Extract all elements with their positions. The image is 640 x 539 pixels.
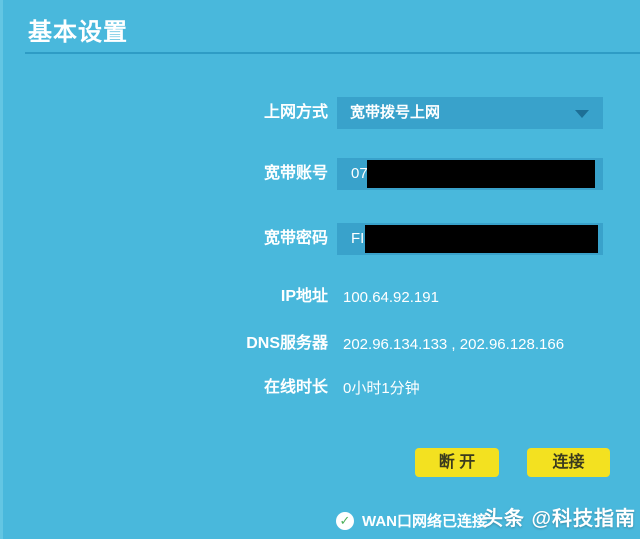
label-dns-server: DNS服务器 — [246, 335, 328, 352]
watermark-text: 头条 @科技指南 — [482, 508, 636, 530]
label-online-duration: 在线时长 — [263, 379, 328, 396]
redaction-bar — [365, 225, 598, 253]
broadband-account-value: 07 — [351, 165, 368, 182]
label-internet-access-mode: 上网方式 — [263, 104, 328, 121]
label-broadband-account: 宽带账号 — [263, 165, 328, 182]
wan-status-text: WAN口网络已连接 — [362, 513, 487, 530]
page-title: 基本设置 — [28, 19, 128, 46]
ip-address-value: 100.64.92.191 — [343, 289, 439, 306]
broadband-password-value: FI — [351, 230, 365, 247]
internet-access-mode-select[interactable]: 宽带拨号上网 — [337, 97, 603, 129]
redaction-bar — [367, 160, 595, 188]
wan-status: ✓ WAN口网络已连接 — [336, 510, 487, 531]
chevron-down-icon — [575, 110, 589, 118]
label-ip-address: IP地址 — [280, 288, 328, 305]
left-edge-highlight — [0, 0, 3, 539]
check-circle-icon: ✓ — [336, 511, 354, 530]
connect-button[interactable]: 连接 — [527, 448, 610, 477]
disconnect-button[interactable]: 断 开 — [415, 448, 499, 477]
title-divider — [25, 52, 640, 54]
internet-access-mode-value: 宽带拨号上网 — [350, 104, 441, 121]
label-broadband-password: 宽带密码 — [263, 230, 328, 247]
dns-server-value: 202.96.134.133 , 202.96.128.166 — [343, 336, 565, 353]
online-duration-value: 0小时1分钟 — [343, 380, 420, 397]
